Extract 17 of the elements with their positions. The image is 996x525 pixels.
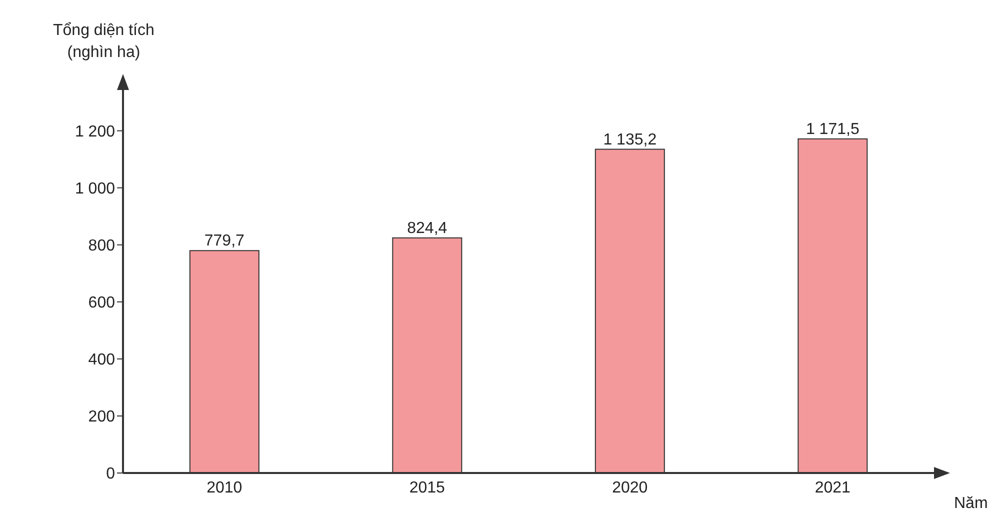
data-label: 824,4 bbox=[407, 220, 448, 237]
x-tick-label: 2020 bbox=[612, 479, 648, 496]
x-tick-label: 2015 bbox=[409, 479, 446, 496]
data-label: 779,7 bbox=[204, 232, 245, 250]
y-tick-label: 600 bbox=[88, 294, 116, 312]
y-tick-label: 800 bbox=[88, 238, 116, 255]
data-label: 1 135,2 bbox=[603, 131, 657, 148]
y-tick-label: 1 200 bbox=[74, 123, 116, 140]
y-tick-label: 400 bbox=[88, 352, 116, 369]
x-tick-label: 2010 bbox=[206, 479, 242, 496]
x-tick-label: 2021 bbox=[814, 479, 851, 496]
y-tick-label: 1 000 bbox=[74, 180, 116, 198]
y-tick-label: 0 bbox=[106, 466, 116, 483]
y-axis-title: Tổng diện tích (nghìn ha) bbox=[53, 21, 154, 63]
data-label: 1 171,5 bbox=[806, 120, 860, 138]
y-tick-label: 200 bbox=[88, 408, 116, 426]
x-axis-title: Năm bbox=[954, 495, 988, 513]
